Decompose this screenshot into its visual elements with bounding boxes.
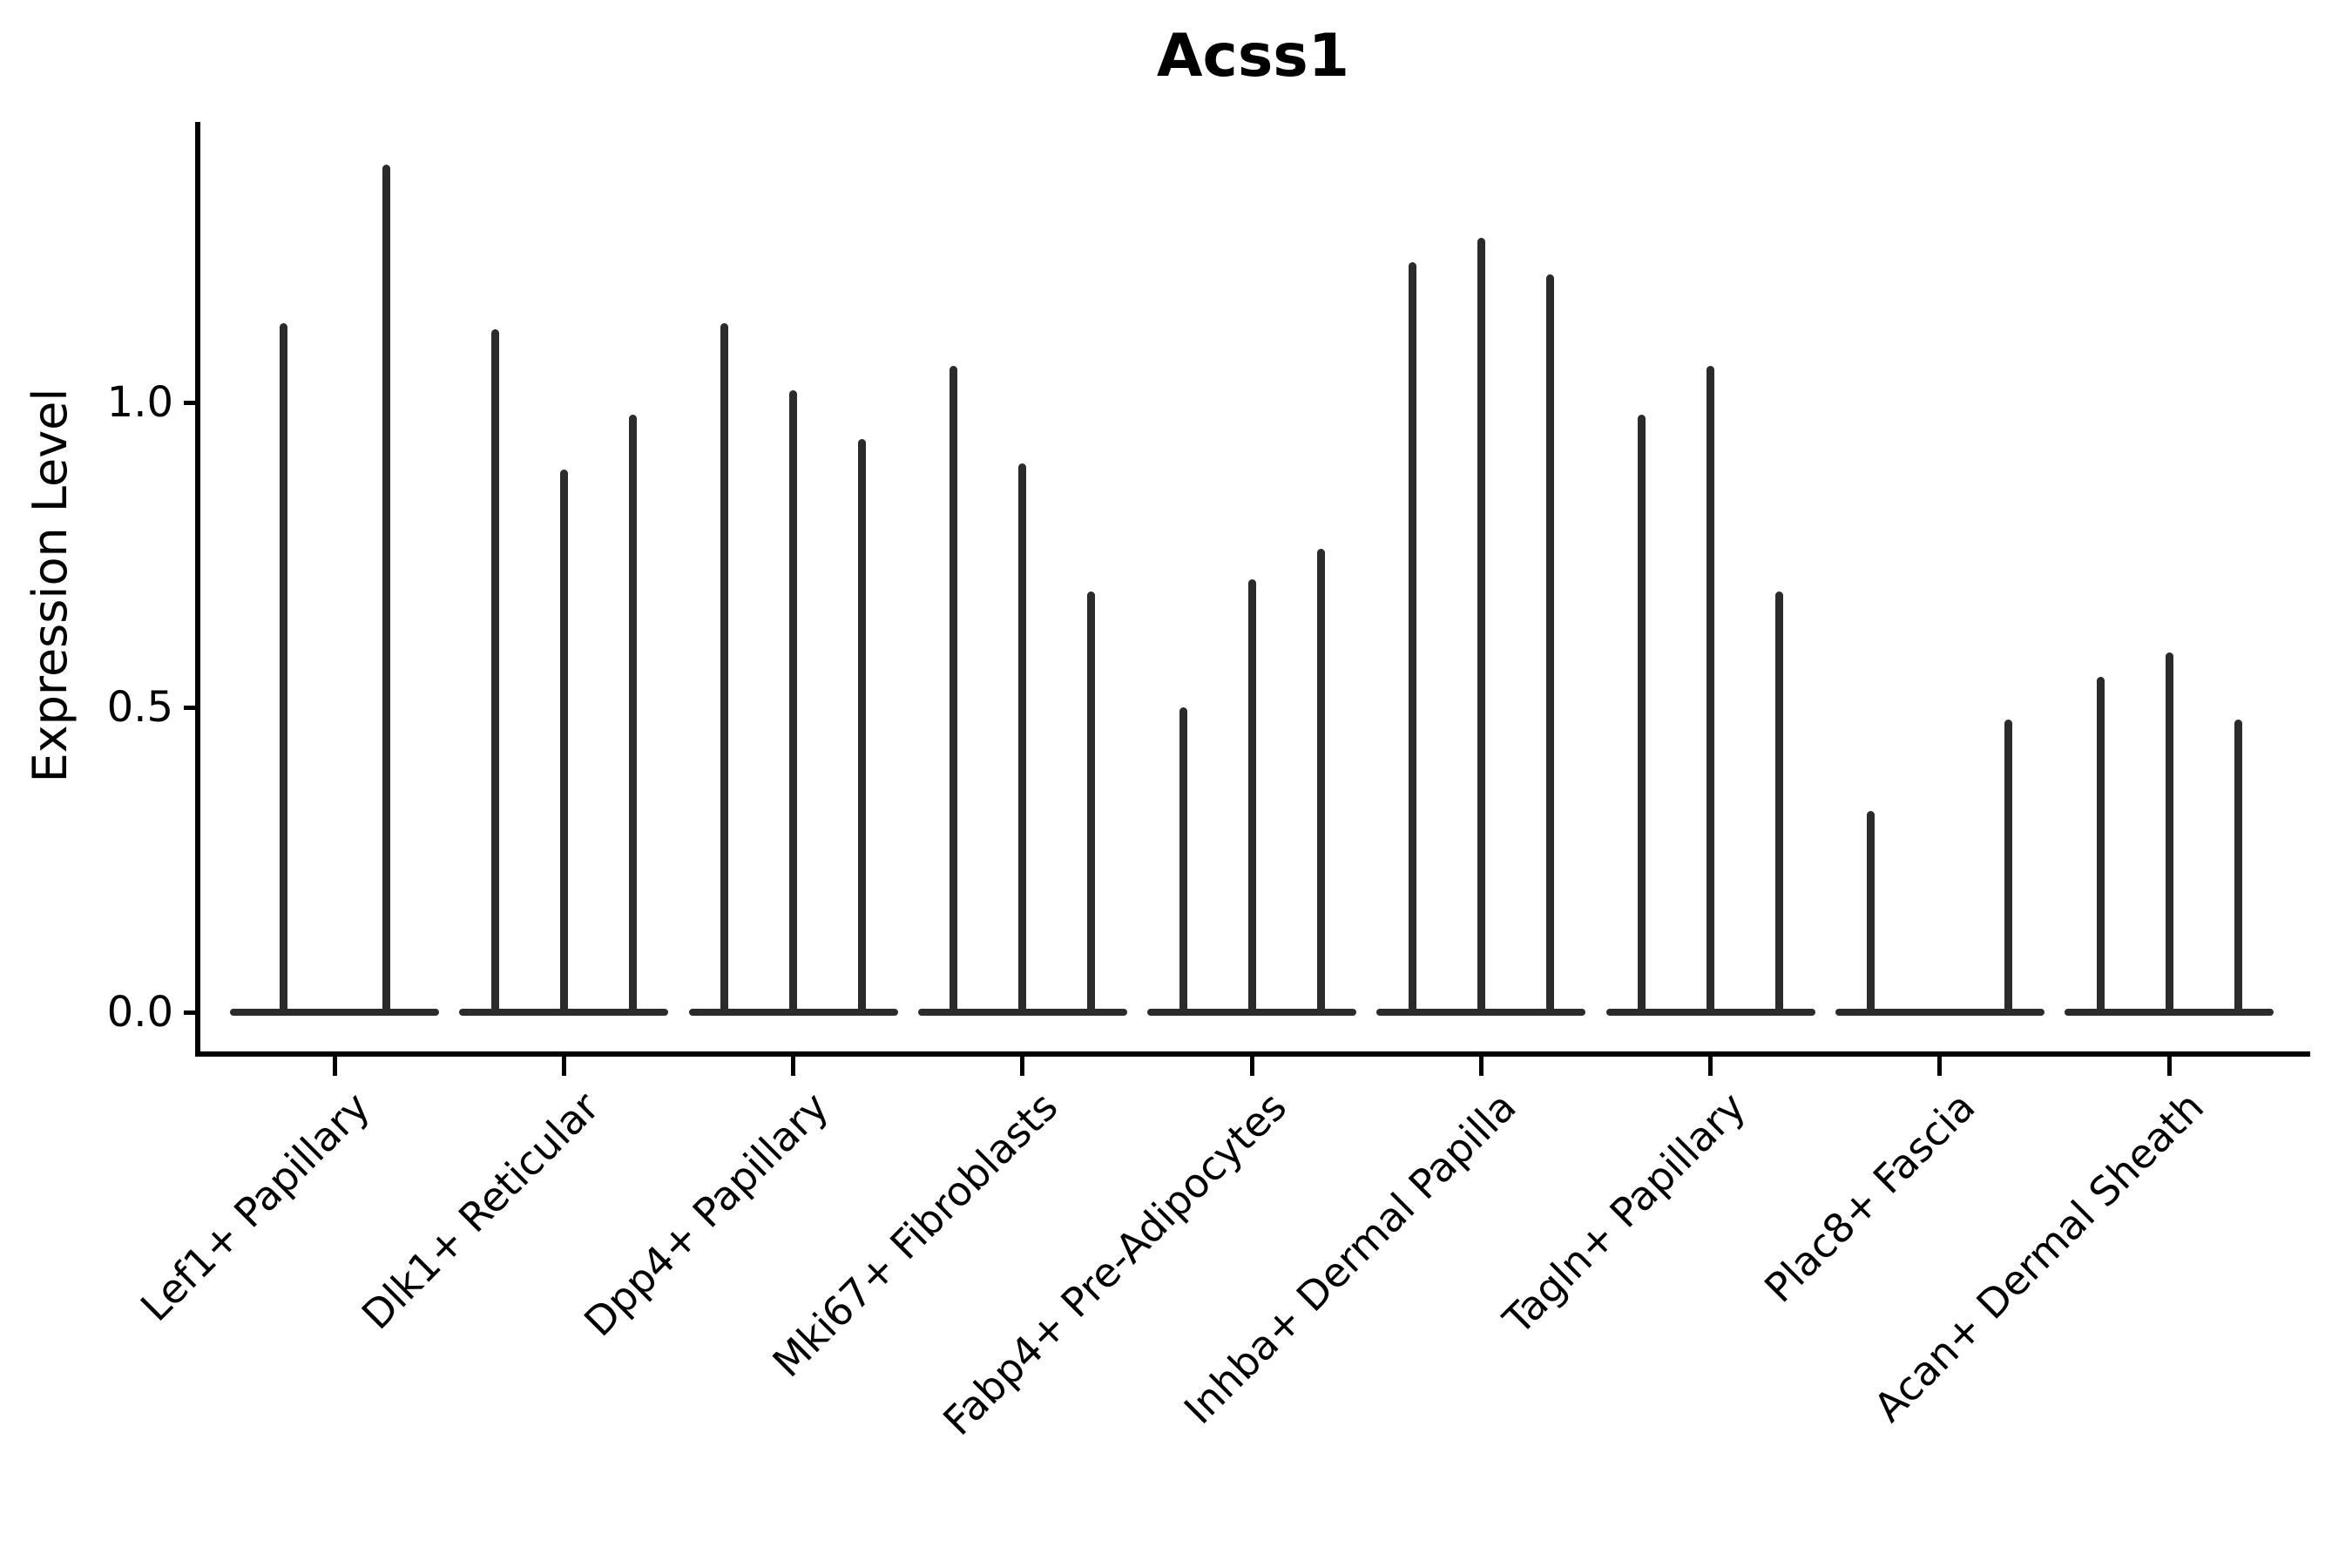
y-axis-spine bbox=[195, 122, 200, 1057]
x-tick bbox=[332, 1057, 337, 1076]
violin-base bbox=[1835, 1009, 2044, 1016]
violin-spike bbox=[2234, 720, 2242, 1016]
x-tick bbox=[2166, 1057, 2172, 1076]
violin-spike bbox=[720, 323, 728, 1016]
y-tick bbox=[184, 705, 198, 710]
y-tick-label: 0.0 bbox=[106, 988, 173, 1037]
violin-spike bbox=[1018, 463, 1027, 1016]
violin-spike bbox=[1867, 811, 1876, 1016]
violin-spike bbox=[1707, 366, 1714, 1016]
violin-spike bbox=[279, 323, 287, 1016]
y-tick bbox=[184, 400, 198, 405]
violin-base bbox=[230, 1009, 439, 1016]
violin-spike bbox=[2096, 677, 2105, 1016]
violin-spike bbox=[2004, 720, 2013, 1016]
violin-spike bbox=[1775, 591, 1783, 1016]
y-axis-title: Expression Level bbox=[23, 388, 78, 783]
x-tick bbox=[561, 1057, 566, 1076]
x-axis-spine bbox=[195, 1051, 2310, 1057]
violin-spike bbox=[490, 329, 499, 1016]
x-tick bbox=[791, 1057, 795, 1076]
violin-spike bbox=[628, 415, 637, 1016]
violin-spike bbox=[382, 165, 390, 1016]
y-tick-label: 1.0 bbox=[106, 378, 173, 427]
violin-spike bbox=[2165, 652, 2173, 1016]
category-label: Dpp4+ Papillary bbox=[574, 1083, 837, 1346]
violin-spike bbox=[1408, 262, 1416, 1016]
violin-spike bbox=[950, 366, 958, 1016]
y-tick-label: 0.5 bbox=[106, 683, 173, 732]
violin-spike bbox=[559, 470, 568, 1016]
violin-spike bbox=[1087, 591, 1096, 1016]
x-tick bbox=[1478, 1057, 1484, 1076]
category-label: Plac8+ Fascia bbox=[1754, 1083, 1984, 1312]
violin-spike bbox=[1477, 238, 1485, 1016]
y-tick bbox=[184, 1010, 198, 1015]
category-label: Lef1+ Papillary bbox=[131, 1083, 379, 1331]
violin-spike bbox=[1179, 707, 1187, 1016]
category-label: Tagln+ Papillary bbox=[1493, 1083, 1754, 1344]
x-tick bbox=[1708, 1057, 1713, 1076]
violin-spike bbox=[1316, 549, 1325, 1016]
x-tick bbox=[1937, 1057, 1943, 1076]
chart-title: Acss1 bbox=[1156, 22, 1350, 91]
violin-spike bbox=[1638, 415, 1646, 1016]
x-tick bbox=[1020, 1057, 1025, 1076]
violin-spike bbox=[1545, 274, 1554, 1016]
x-tick bbox=[1249, 1057, 1254, 1076]
category-label: Dlk1+ Reticular bbox=[352, 1083, 608, 1339]
violin-spike bbox=[858, 439, 866, 1016]
violin-spike bbox=[789, 390, 797, 1016]
violin-spike bbox=[1247, 579, 1256, 1016]
